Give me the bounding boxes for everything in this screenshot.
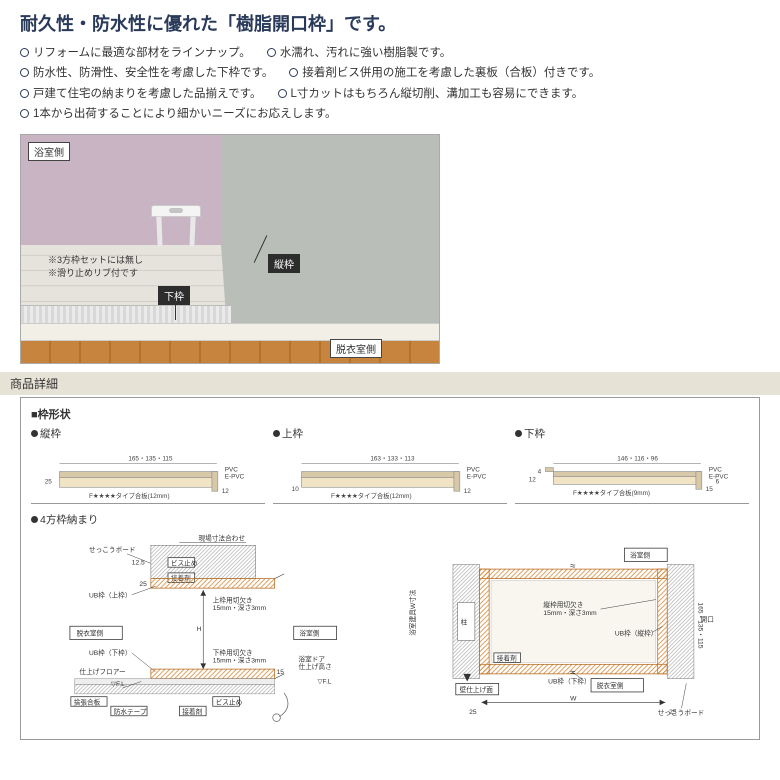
svg-text:柱: 柱 (461, 617, 468, 626)
svg-text:仕上げ高さ: 仕上げ高さ (298, 662, 331, 671)
svg-text:UB枠（上枠）: UB枠（上枠） (89, 590, 132, 599)
svg-text:仕上げフロアー: 仕上げフロアー (79, 666, 125, 675)
svg-text:F★★★★タイプ合板(12mm): F★★★★タイプ合板(12mm) (89, 491, 170, 500)
svg-text:12: 12 (529, 476, 537, 483)
svg-text:接着剤: 接着剤 (182, 706, 202, 715)
svg-text:縦枠用切欠き: 縦枠用切欠き (543, 600, 583, 609)
svg-text:25: 25 (45, 478, 53, 485)
svg-text:ビス止め: ビス止め (216, 697, 243, 706)
svg-text:10: 10 (292, 486, 300, 493)
svg-text:UB枠（縦枠）: UB枠（縦枠） (615, 628, 658, 637)
photo-note: ※滑り止めリブ付です (48, 267, 138, 280)
bullet-item: 防水性、防滑性、安全性を考慮した下枠です。 (20, 64, 273, 82)
vertical-frame-tag: 縦枠 (268, 254, 300, 273)
svg-text:上枠用切欠き: 上枠用切欠き (213, 595, 253, 604)
bullet-dot-icon (20, 68, 29, 77)
bullet-dot-icon (20, 109, 29, 118)
assembly-plan-diagram: 浴室側 柱 縦枠用切欠き 15m (395, 531, 749, 731)
svg-text:≈: ≈ (570, 667, 575, 678)
bullet-list: リフォームに最適な部材をラインナップ。 水濡れ、汚れに強い樹脂製です。 防水性、… (20, 44, 760, 124)
bath-side-label: 浴室側 (28, 142, 70, 161)
svg-text:6: 6 (716, 478, 720, 485)
svg-text:12: 12 (464, 488, 472, 495)
svg-text:15: 15 (706, 486, 714, 493)
svg-text:接着剤: 接着剤 (497, 653, 517, 662)
svg-text:15: 15 (277, 668, 285, 675)
details-section-header: 商品詳細 (0, 372, 780, 395)
svg-text:F★★★★タイプ合板(12mm): F★★★★タイプ合板(12mm) (331, 491, 412, 500)
svg-text:163・133・113: 163・133・113 (370, 455, 415, 462)
svg-text:25: 25 (469, 708, 477, 715)
shape-section-title: ■枠形状 (31, 406, 749, 422)
svg-text:25: 25 (669, 708, 677, 715)
svg-text:E-PVC: E-PVC (467, 473, 487, 480)
photo-note: ※3方枠セットには無し (48, 254, 143, 267)
frame-shapes-row: 縦枠 165・135・115 PVC E-PVC 25 F★★★★タイプ合板(1… (31, 426, 749, 504)
svg-text:4: 4 (538, 468, 542, 475)
svg-text:防水テープ: 防水テープ (114, 706, 147, 715)
svg-text:15mm・深さ3mm: 15mm・深さ3mm (213, 655, 267, 664)
bullet-item: 戸建て住宅の納まりを考慮した品揃えです。 (20, 85, 262, 103)
bullet-item: 接着剤ビス併用の施工を考慮した裏板（合板）付きです。 (289, 64, 600, 82)
bullet-dot-icon (289, 68, 298, 77)
svg-text:15mm・深さ3mm: 15mm・深さ3mm (543, 607, 597, 616)
svg-text:15mm・深さ3mm: 15mm・深さ3mm (213, 603, 267, 612)
svg-text:浴室側: 浴室側 (630, 550, 650, 559)
bullet-dot-icon (20, 48, 29, 57)
svg-text:E-PVC: E-PVC (225, 473, 245, 480)
svg-text:≈: ≈ (570, 561, 575, 572)
svg-text:壁仕上げ面: 壁仕上げ面 (460, 685, 494, 694)
svg-text:脱衣室側: 脱衣室側 (77, 628, 104, 637)
svg-text:浴室ドア: 浴室ドア (298, 654, 325, 663)
svg-text:浴室側: 浴室側 (299, 628, 319, 637)
bullet-item: 水濡れ、汚れに強い樹脂製です。 (267, 44, 451, 62)
svg-text:▽F.L: ▽F.L (111, 681, 125, 688)
svg-text:H: H (197, 626, 202, 633)
bottom-frame-tag: 下枠 (158, 286, 190, 305)
svg-text:脱衣室側: 脱衣室側 (597, 681, 624, 690)
svg-text:W: W (570, 695, 577, 702)
svg-text:現場寸法合わせ: 現場寸法合わせ (198, 533, 245, 542)
dressing-side-label: 脱衣室側 (330, 339, 382, 358)
details-box: ■枠形状 縦枠 165・135・115 PVC E-PVC 25 F★★★★タイ (20, 397, 760, 740)
bullet-dot-icon (267, 48, 276, 57)
svg-text:捨張合板: 捨張合板 (74, 697, 101, 706)
svg-text:下枠用切欠き: 下枠用切欠き (213, 647, 253, 656)
svg-text:25: 25 (139, 581, 147, 588)
stool-icon (151, 205, 201, 250)
product-photo: 浴室側 脱衣室側 縦枠 下枠 ※3方枠セットには無し ※滑り止めリブ付です (20, 134, 440, 364)
svg-text:せっこうボード: せっこうボード (89, 546, 136, 554)
svg-text:12: 12 (222, 488, 230, 495)
shape-vertical: 縦枠 165・135・115 PVC E-PVC 25 F★★★★タイプ合板(1… (31, 426, 265, 504)
assembly-section-diagram: 現場寸法合わせ せっこうボード 12.5 ビス止め 接着剤 (31, 531, 385, 731)
bullet-dot-icon (278, 89, 287, 98)
svg-text:▽F.L: ▽F.L (318, 678, 332, 685)
svg-text:ビス止め: ビス止め (171, 558, 198, 567)
svg-text:12.5: 12.5 (132, 559, 145, 566)
bullet-item: リフォームに最適な部材をラインナップ。 (20, 44, 251, 62)
svg-text:146・116・96: 146・116・96 (617, 455, 658, 462)
svg-text:165・135・115: 165・135・115 (697, 602, 704, 648)
svg-text:F★★★★タイプ合板(9mm): F★★★★タイプ合板(9mm) (573, 488, 650, 497)
assembly-section-title: 4方枠納まり (31, 512, 749, 527)
svg-text:UB枠（下枠）: UB枠（下枠） (89, 647, 132, 656)
bullet-item: 1本から出荷することにより細かいニーズにお応えします。 (20, 105, 336, 123)
svg-text:せっこうボード: せっこうボード (658, 708, 705, 716)
bullet-dot-icon (20, 89, 29, 98)
svg-text:165・135・115: 165・135・115 (128, 455, 173, 462)
shape-top: 上枠 163・133・113 PVC E-PVC 10 F★★★★タイプ合板(1… (273, 426, 507, 504)
shape-bottom: 下枠 146・116・96 PVC E-PVC 12 4 F★★★★タイプ合板(… (515, 426, 749, 504)
svg-text:浴室建具W寸法: 浴室建具W寸法 (408, 589, 417, 636)
bullet-item: L寸カットはもちろん縦切削、溝加工も容易にできます。 (278, 85, 584, 103)
page-headline: 耐久性・防水性に優れた「樹脂開口枠」です。 (20, 10, 760, 36)
